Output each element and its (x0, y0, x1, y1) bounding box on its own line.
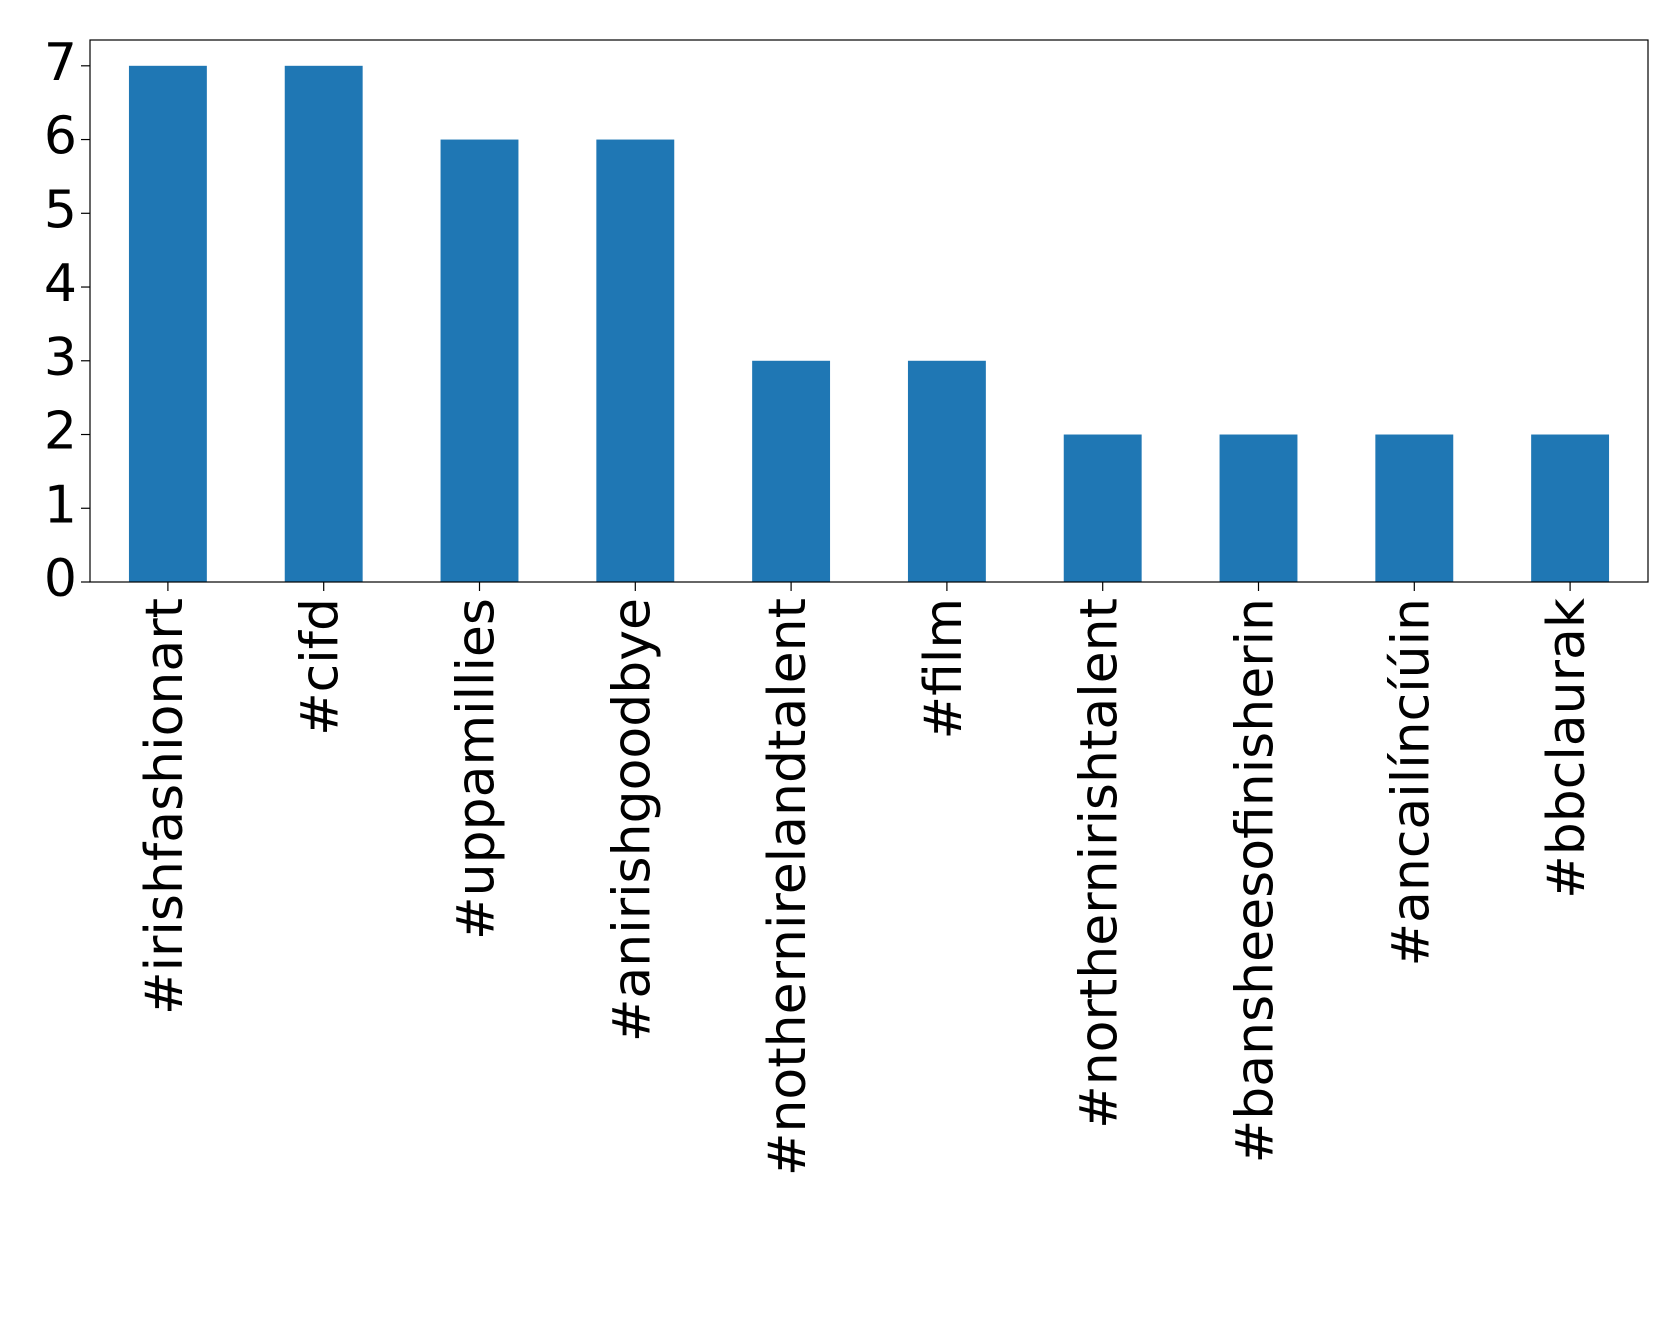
x-tick-label: #anirishgoodbye (602, 598, 662, 1042)
bar (284, 65, 363, 583)
x-tick-label: #ancailíncíúin (1381, 598, 1441, 967)
plot-frame (89, 39, 1649, 583)
bar (128, 65, 207, 583)
bar (596, 139, 675, 582)
bar (752, 360, 831, 582)
y-tick-label: 3 (44, 328, 77, 388)
y-tick-label: 2 (44, 402, 77, 462)
x-tick-label: #northernirishtalent (1070, 598, 1130, 1129)
x-tick-label: #cifd (291, 598, 351, 736)
y-tick-label: 6 (44, 107, 77, 167)
x-tick-label: #irishfashionart (135, 598, 195, 1015)
bar (907, 360, 986, 582)
bar (1531, 434, 1610, 582)
y-tick-label: 7 (44, 33, 77, 93)
y-tick-label: 1 (44, 475, 77, 535)
x-tick-label: #bansheesofinisherin (1226, 598, 1286, 1163)
bar (1063, 434, 1142, 582)
y-tick-label: 0 (44, 549, 77, 609)
x-tick-label: #uppamillies (447, 598, 507, 940)
y-tick-label: 5 (44, 180, 77, 240)
x-tick-label: #nothernirelandtalent (758, 598, 818, 1176)
bar (1219, 434, 1298, 582)
bar (440, 139, 519, 582)
x-tick-label: #film (914, 598, 974, 739)
x-tick-label: #bbclaurak (1537, 598, 1597, 899)
y-tick-label: 4 (44, 254, 77, 314)
bar (1375, 434, 1454, 582)
